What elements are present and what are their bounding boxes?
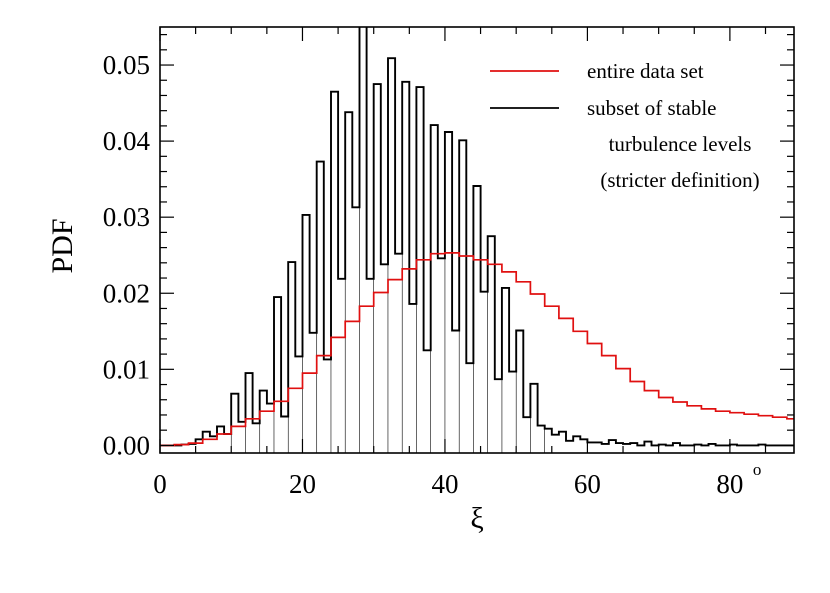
- series-layer: [160, 27, 794, 447]
- x-tick-label: 0: [153, 469, 167, 499]
- degree-mark: o: [753, 460, 762, 479]
- plot-frame: [159, 26, 795, 454]
- x-tick-label: 60: [574, 469, 601, 499]
- legend-label: subset of stable: [587, 96, 716, 120]
- legend-label: entire data set: [587, 59, 704, 83]
- legend: entire data set subset of stable turbulenc…: [490, 59, 760, 192]
- y-tick-label: 0.02: [103, 278, 150, 308]
- series-line-stable-subset: [160, 27, 794, 447]
- x-axis-title: ξ: [470, 502, 483, 535]
- y-axis-title: PDF: [46, 218, 79, 273]
- y-tick-label: 0.04: [103, 126, 151, 156]
- legend-label: (stricter definition): [600, 168, 759, 192]
- x-tick-label: 80: [716, 469, 743, 499]
- y-tick-label: 0.01: [103, 354, 150, 384]
- series-line-entire-data-set: [160, 252, 794, 447]
- y-tick-label: 0.00: [103, 430, 150, 460]
- x-tick-label: 40: [431, 469, 458, 499]
- legend-label: turbulence levels: [609, 132, 752, 156]
- y-tick-label: 0.03: [103, 202, 150, 232]
- y-tick-label: 0.05: [103, 50, 150, 80]
- x-tick-label: 20: [289, 469, 316, 499]
- axis-ticks: 0 20 40 60 80 o 0.00 0.01 0.02 0.03 0.04 0.05: [103, 27, 794, 499]
